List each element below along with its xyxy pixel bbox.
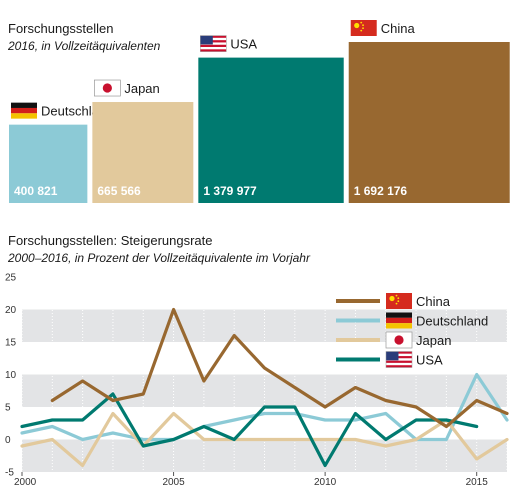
legend-label-china: China (416, 294, 451, 309)
line-series-usa (20, 392, 479, 468)
usa-flag-icon (200, 35, 227, 52)
legend-label-japan: Japan (416, 333, 451, 348)
y-tick-label: 20 (5, 305, 17, 316)
deutschland-flag-icon (386, 312, 412, 329)
legend-label-deutschland: Deutschland (416, 314, 488, 329)
y-tick-label: 25 (5, 273, 17, 284)
bar-label-japan: Japan (124, 81, 159, 96)
bar-deutschland (9, 124, 88, 203)
line-chart-legend: China Deutschland Japan USA (336, 293, 488, 368)
bar-label-usa: USA (230, 37, 257, 52)
x-tick-label: 2015 (466, 477, 489, 488)
line-series-japan (20, 411, 509, 468)
line-chart-title: Forschungsstellen: Steigerungsrate (8, 233, 213, 248)
x-tick-label: 2005 (162, 477, 185, 488)
bar-usa (198, 57, 344, 204)
line-series-china (50, 307, 509, 429)
bar-japan (92, 102, 194, 203)
x-tick-label: 2010 (314, 477, 337, 488)
usa-flag-icon (385, 351, 413, 368)
x-tick-label: 2000 (14, 477, 37, 488)
y-tick-label: 10 (5, 370, 17, 381)
bar-china (348, 42, 510, 203)
legend-label-usa: USA (416, 353, 443, 368)
grid-band (22, 407, 507, 440)
japan-flag-icon (94, 79, 121, 97)
china-flag-icon (386, 293, 412, 309)
bar-chart-subtitle: 2016, in Vollzeitäquivalenten (7, 39, 161, 53)
line-series-deutschland (20, 372, 509, 442)
china-flag-icon (350, 20, 377, 36)
bar-value-china: 1 692 176 (354, 184, 408, 198)
line-chart-series (20, 307, 509, 468)
bar-value-usa: 1 379 977 (203, 184, 257, 198)
bar-value-deutschland: 400 821 (14, 184, 58, 198)
y-tick-label: 5 (5, 403, 11, 414)
deutschland-flag-icon (11, 102, 37, 119)
line-chart-subtitle: 2000–2016, in Prozent der Vollzeitäquiva… (7, 251, 311, 265)
y-tick-label: 0 (5, 435, 11, 446)
y-tick-label: 15 (5, 338, 17, 349)
japan-flag-icon (385, 331, 413, 349)
bar-label-china: China (381, 21, 416, 36)
y-tick-label: -5 (5, 468, 14, 479)
bar-value-japan: 665 566 (97, 184, 141, 198)
bar-chart-title: Forschungsstellen (8, 21, 114, 36)
